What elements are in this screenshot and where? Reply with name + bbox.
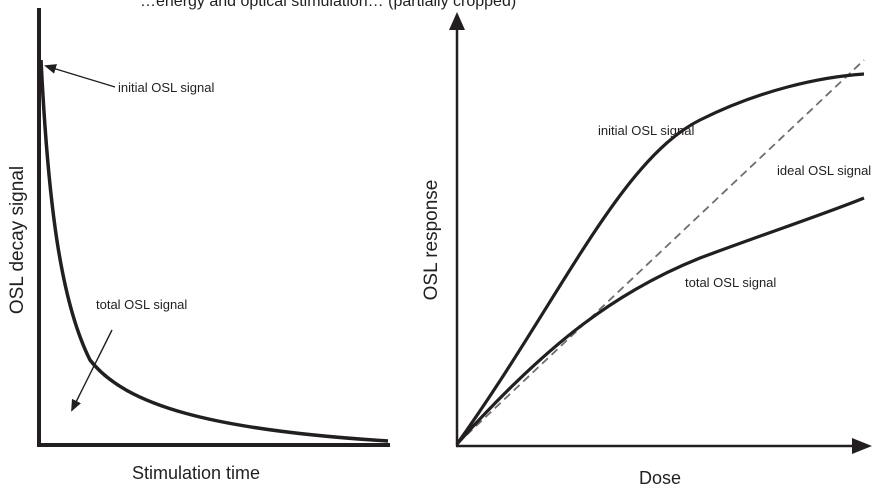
right-label-initial-signal: initial OSL signal <box>598 123 694 138</box>
left-arrow-initial <box>44 64 116 88</box>
right-x-axis-label: Dose <box>639 468 681 488</box>
left-label-initial-signal: initial OSL signal <box>118 80 214 95</box>
top-caption-cropped: …energy and optical stimulation… (partia… <box>140 0 516 10</box>
right-label-ideal-signal: ideal OSL signal <box>777 163 871 178</box>
right-x-axis-arrowhead <box>852 438 872 454</box>
left-decay-curve <box>39 59 389 443</box>
right-y-axis-label: OSL response <box>421 180 442 301</box>
right-y-axis-arrowhead <box>449 12 465 30</box>
right-total-curve <box>455 196 865 446</box>
right-initial-curve <box>455 72 865 445</box>
right-panel: initial OSL signal ideal OSL signal tota… <box>421 12 872 488</box>
right-ideal-line <box>456 59 865 445</box>
left-arrow-total <box>71 329 113 412</box>
left-label-total-signal: total OSL signal <box>96 297 187 312</box>
left-y-axis-label: OSL decay signal <box>7 166 28 314</box>
left-panel: initial OSL signal total OSL signal Stim… <box>7 8 390 483</box>
left-x-axis-label: Stimulation time <box>132 463 260 483</box>
right-label-total-signal: total OSL signal <box>685 275 776 290</box>
